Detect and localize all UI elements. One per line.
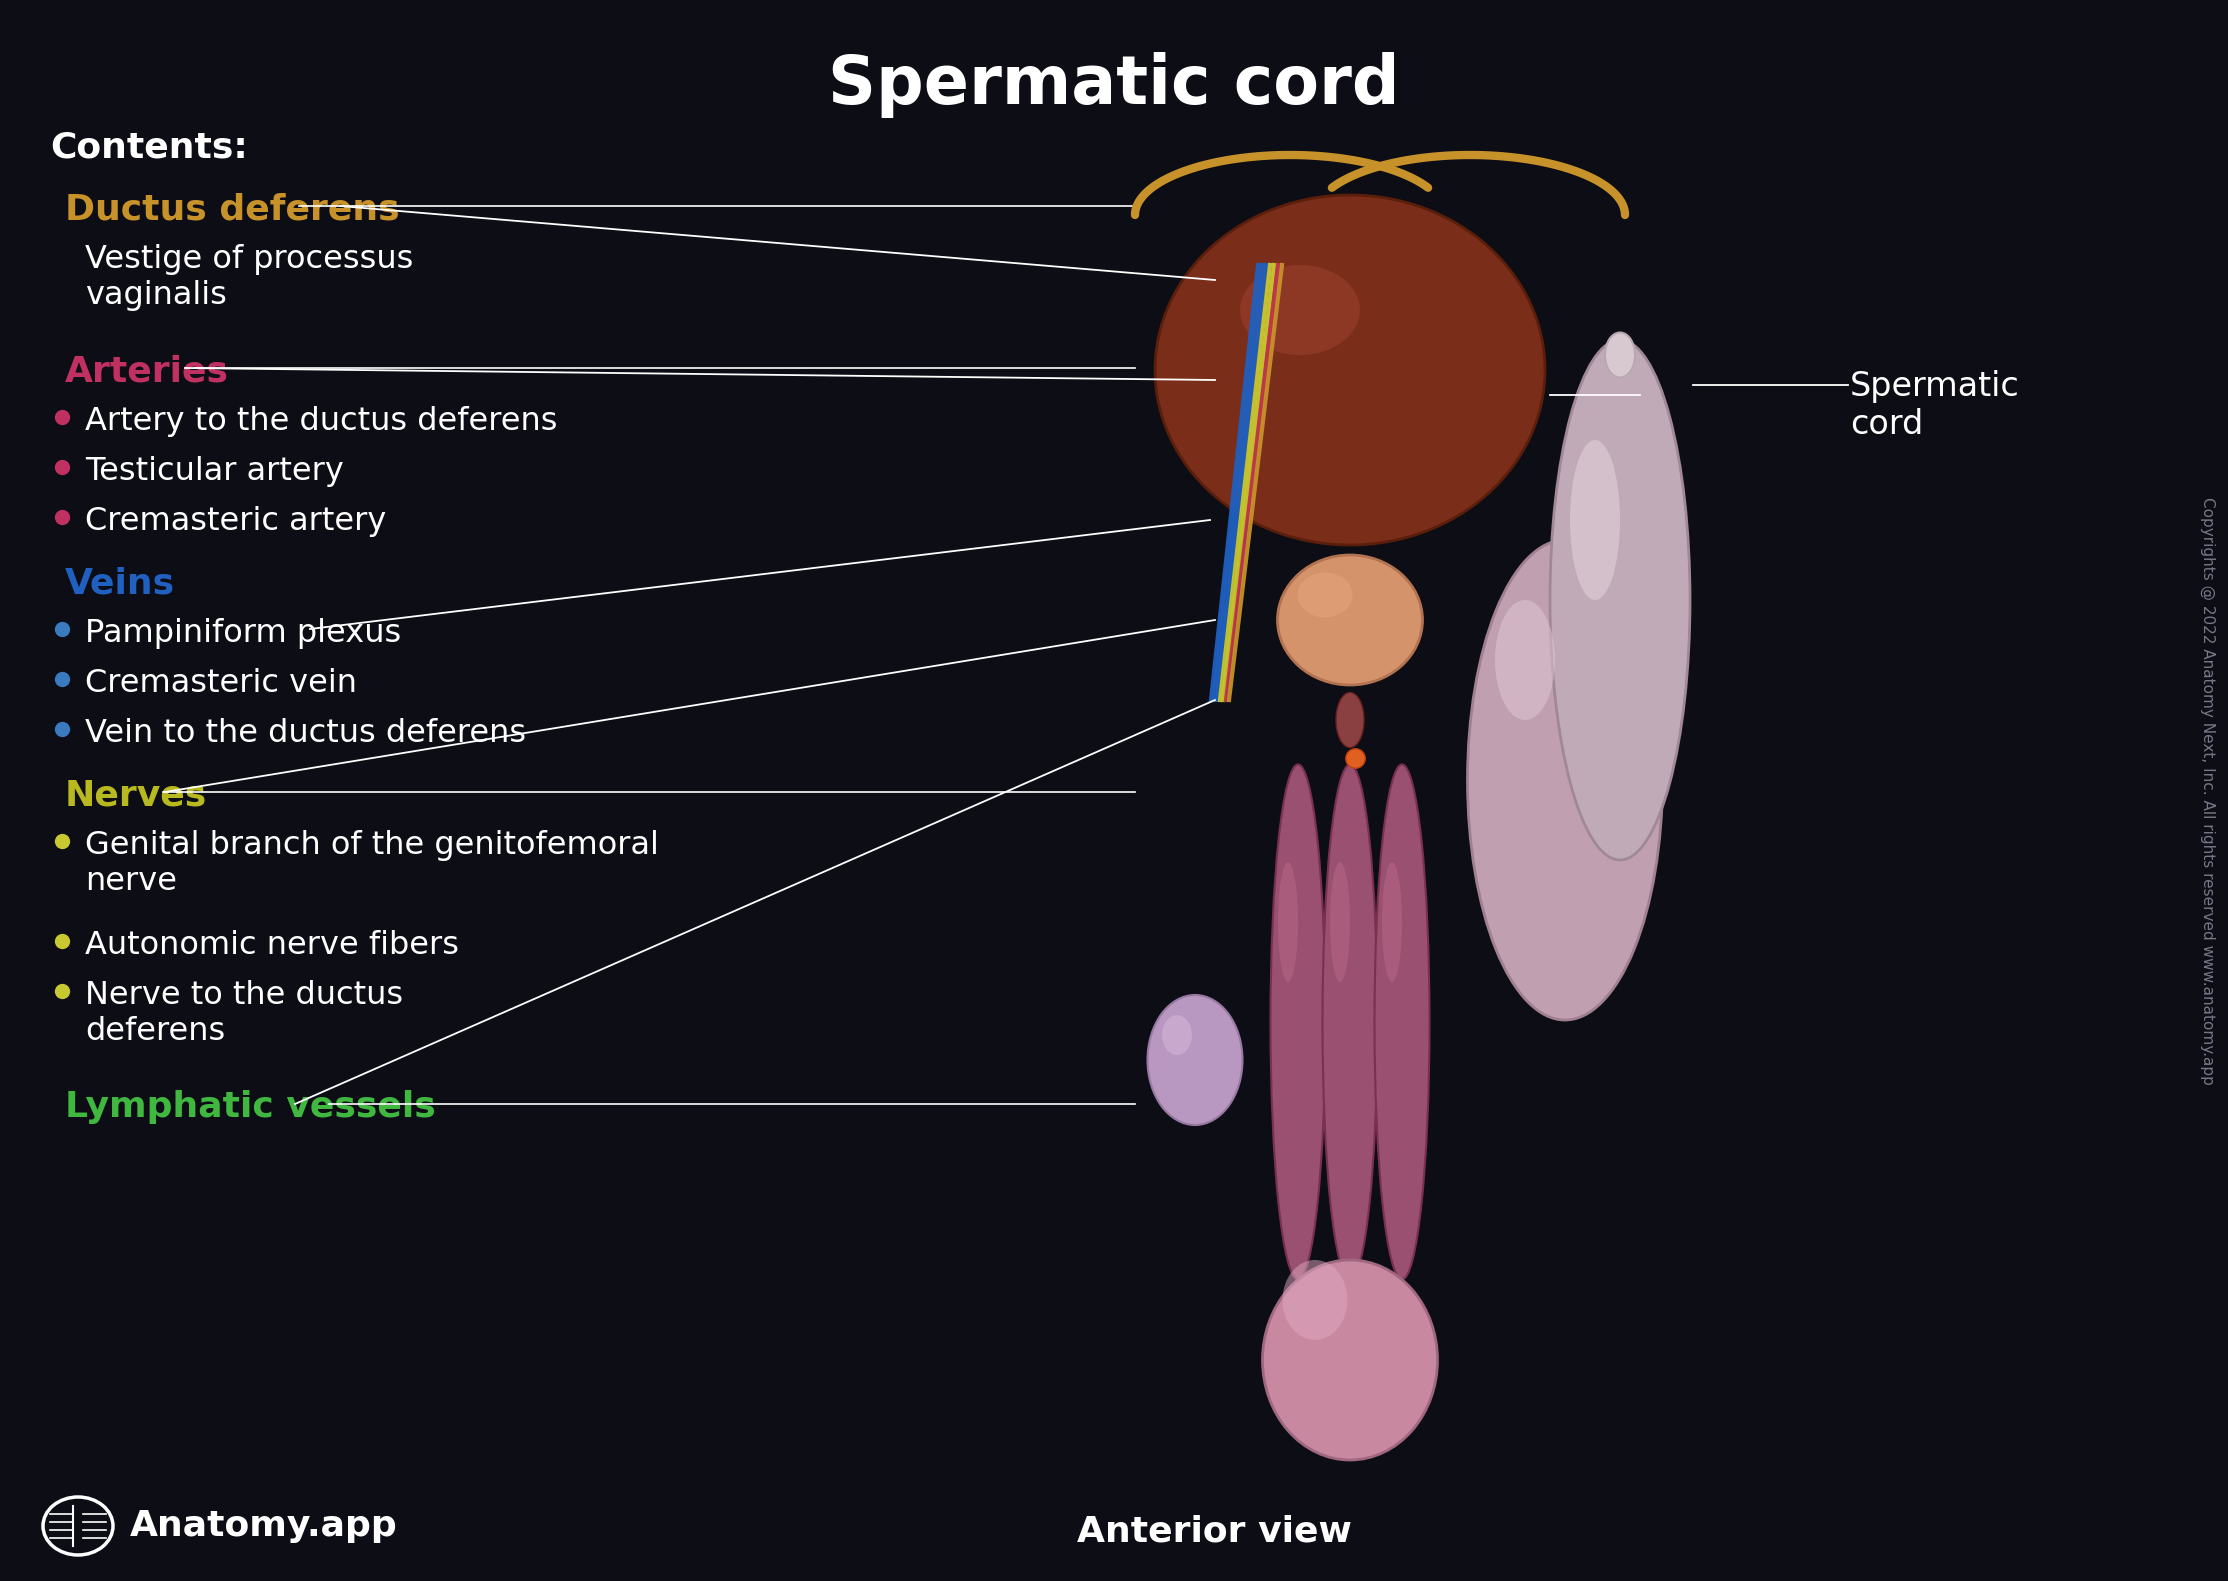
Text: Nerve to the ductus
deferens: Nerve to the ductus deferens xyxy=(85,980,403,1047)
Ellipse shape xyxy=(1571,440,1620,601)
Text: Copyrights @ 2022 Anatomy Next, Inc. All rights reserved www.anatomy.app: Copyrights @ 2022 Anatomy Next, Inc. All… xyxy=(2201,496,2215,1085)
Ellipse shape xyxy=(1163,1015,1192,1055)
Ellipse shape xyxy=(1468,541,1662,1020)
Text: Anatomy.app: Anatomy.app xyxy=(129,1508,399,1543)
Text: Spermatic
cord: Spermatic cord xyxy=(1849,370,2021,441)
Text: Ductus deferens: Ductus deferens xyxy=(65,191,399,226)
Ellipse shape xyxy=(1551,340,1691,860)
Text: Nerves: Nerves xyxy=(65,778,207,813)
Ellipse shape xyxy=(1270,765,1326,1279)
Text: Spermatic cord: Spermatic cord xyxy=(829,52,1399,119)
Ellipse shape xyxy=(1323,765,1377,1279)
Ellipse shape xyxy=(1147,994,1243,1126)
Ellipse shape xyxy=(1283,1260,1348,1341)
Text: Vein to the ductus deferens: Vein to the ductus deferens xyxy=(85,718,526,749)
Text: Anterior view: Anterior view xyxy=(1076,1515,1352,1548)
Text: Contents:: Contents: xyxy=(49,130,247,164)
Ellipse shape xyxy=(1297,572,1352,618)
Ellipse shape xyxy=(1277,555,1421,685)
Text: Testicular artery: Testicular artery xyxy=(85,455,343,487)
Text: Cremasteric artery: Cremasteric artery xyxy=(85,506,385,538)
Ellipse shape xyxy=(1241,266,1359,356)
Ellipse shape xyxy=(1337,692,1364,748)
Text: Autonomic nerve fibers: Autonomic nerve fibers xyxy=(85,930,459,961)
Text: Genital branch of the genitofemoral
nerve: Genital branch of the genitofemoral nerv… xyxy=(85,830,659,896)
Text: Artery to the ductus deferens: Artery to the ductus deferens xyxy=(85,406,557,436)
Text: Veins: Veins xyxy=(65,566,176,601)
Ellipse shape xyxy=(1604,332,1635,378)
Ellipse shape xyxy=(1381,862,1401,982)
Text: Pampiniform plexus: Pampiniform plexus xyxy=(85,618,401,648)
Ellipse shape xyxy=(1330,862,1350,982)
Text: Vestige of processus
vaginalis: Vestige of processus vaginalis xyxy=(85,243,414,311)
Text: Arteries: Arteries xyxy=(65,354,229,387)
Ellipse shape xyxy=(1154,194,1544,545)
Ellipse shape xyxy=(1263,1260,1437,1459)
Text: Cremasteric vein: Cremasteric vein xyxy=(85,669,356,699)
Text: Lymphatic vessels: Lymphatic vessels xyxy=(65,1089,437,1124)
Ellipse shape xyxy=(1495,601,1555,719)
Ellipse shape xyxy=(1375,765,1430,1279)
Ellipse shape xyxy=(1279,862,1299,982)
